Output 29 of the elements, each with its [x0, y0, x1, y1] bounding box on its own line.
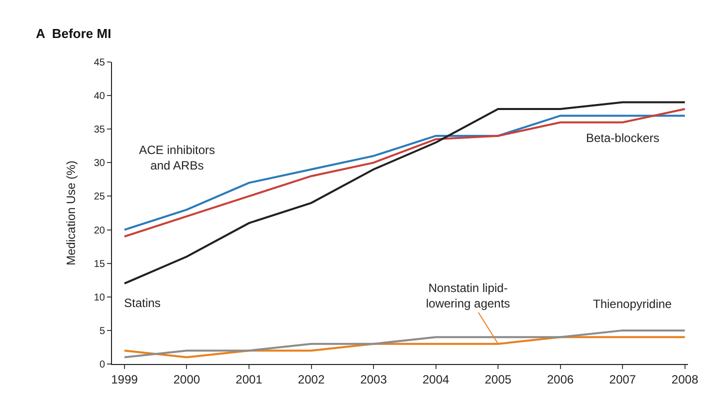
x-tick-label: 2003: [360, 372, 388, 386]
y-tick-label: 45: [94, 58, 106, 68]
series-label: Thienopyridine: [593, 297, 672, 311]
x-tick-label: 2004: [422, 372, 450, 386]
y-tick-label: 5: [99, 326, 106, 337]
x-tick-label: 2007: [609, 372, 636, 386]
series-label: Statins: [124, 296, 161, 310]
y-tick-label: 15: [94, 258, 106, 270]
text: Nonstatin lipid-lowering agents: [426, 281, 510, 311]
line-series: [123, 101, 686, 284]
y-tick-label: 0: [99, 360, 106, 370]
x-tick-label: 2008: [672, 372, 699, 386]
y-tick-label: 25: [94, 192, 106, 203]
series-label: ACE inhibitors and ARBs: [139, 143, 216, 173]
x-tick-label: 2005: [484, 372, 512, 386]
chart-title: A Before MI: [36, 26, 112, 41]
series-label: Beta-blockers: [586, 131, 660, 145]
y-axis-title: Medication Use (%): [64, 160, 78, 266]
x-tick-label: 2001: [236, 372, 263, 386]
x-tick-label: 2006: [547, 372, 574, 386]
line-series: [123, 329, 686, 358]
y-tick-label: 10: [94, 292, 106, 304]
y-tick-label: 40: [94, 91, 106, 102]
x-tick-label: 2000: [173, 372, 200, 386]
x-tick-label: 1999: [111, 372, 138, 386]
y-tick-label: 20: [94, 225, 106, 236]
x-tick-label: 2002: [298, 372, 325, 386]
y-tick-label: 35: [94, 124, 106, 136]
y-tick-label: 30: [94, 158, 106, 170]
